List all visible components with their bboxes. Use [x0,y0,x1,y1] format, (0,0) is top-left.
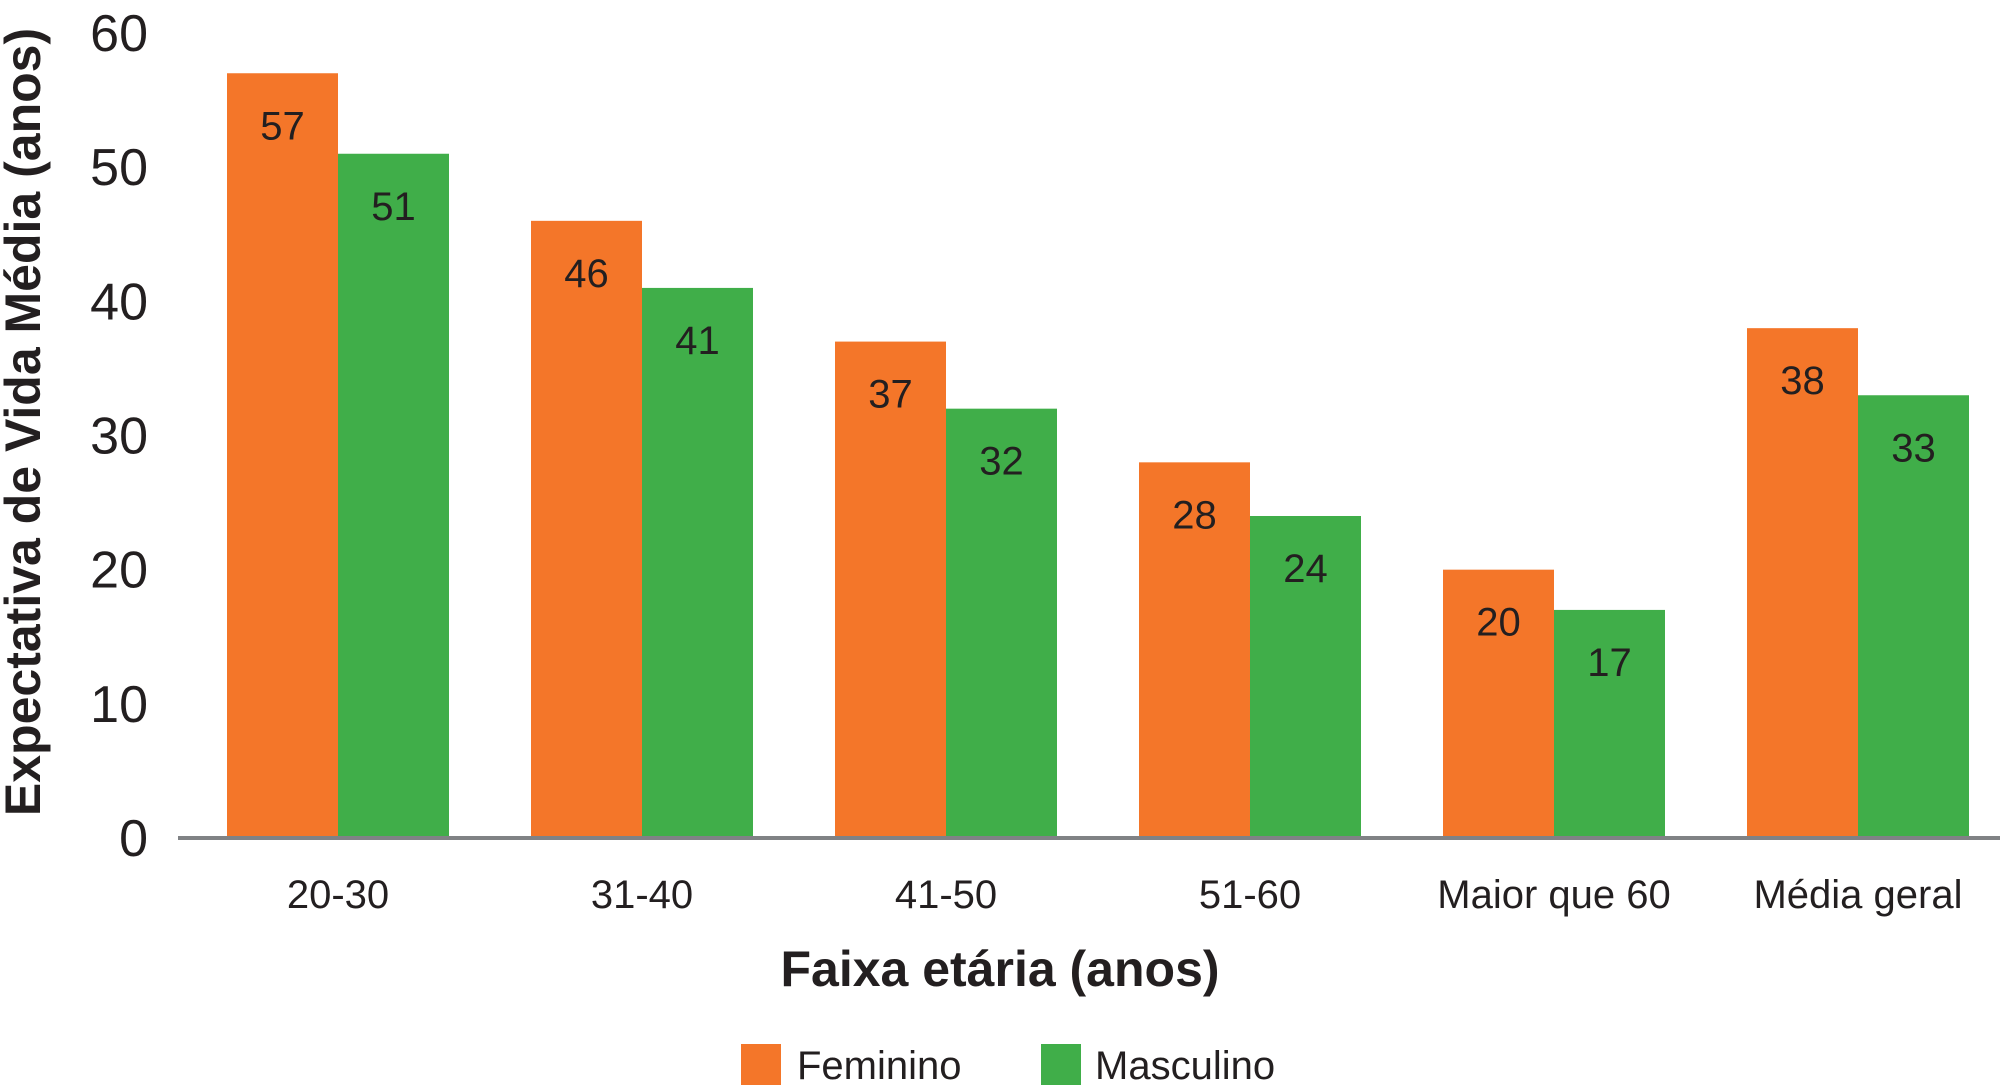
x-category-label-4: 51-60 [1199,873,1301,917]
x-axis-title: Faixa etária (anos) [780,941,1219,997]
x-category-label-5: Maior que 60 [1437,873,1670,917]
bar-masculino-2 [642,287,753,839]
y-tick-labels: 0 10 20 30 40 50 60 [90,5,148,868]
x-category-label-6: Média geral [1753,873,1962,917]
value-label-feminino-6: 38 [1780,359,1825,403]
value-label-feminino-1: 57 [260,104,305,148]
bar-feminino-5 [1443,569,1554,838]
y-tick-label-60: 60 [90,5,148,63]
bar-masculino-1 [338,153,449,838]
bar-feminino-1 [227,73,338,838]
bar-feminino-6 [1747,328,1858,838]
y-tick-label-50: 50 [90,139,148,197]
value-label-masculino-6: 33 [1891,426,1936,470]
x-category-label-1: 20-30 [287,873,389,917]
bar-masculino-5 [1554,609,1665,838]
bar-feminino-3 [835,341,946,838]
y-tick-label-10: 10 [90,676,148,734]
bar-masculino-3 [946,408,1057,838]
value-label-feminino-4: 28 [1172,493,1217,537]
legend-swatch-masculino [1041,1044,1081,1085]
value-label-masculino-5: 17 [1587,641,1632,685]
x-category-label-3: 41-50 [895,873,997,917]
y-tick-label-20: 20 [90,542,148,600]
bar-masculino-4 [1250,516,1361,838]
legend-label-masculino: Masculino [1095,1044,1275,1085]
y-axis-title: Expectativa de Vida Média (anos) [0,28,51,816]
value-label-feminino-5: 20 [1476,601,1521,645]
value-label-masculino-2: 41 [675,319,720,363]
y-tick-label-0: 0 [119,810,148,868]
y-tick-label-30: 30 [90,408,148,466]
value-label-feminino-3: 37 [868,373,913,417]
value-label-masculino-4: 24 [1283,547,1328,591]
bar-masculino-6 [1858,395,1969,838]
value-labels-group: 57 46 37 28 20 38 51 41 32 24 17 33 [260,104,1936,685]
value-label-masculino-3: 32 [979,440,1024,484]
bar-feminino-4 [1139,462,1250,838]
legend-label-feminino: Feminino [797,1044,962,1085]
bars-group [227,73,1969,839]
legend: Feminino Masculino [741,1044,1275,1085]
value-label-masculino-1: 51 [371,185,416,229]
value-label-feminino-2: 46 [564,252,609,296]
bar-feminino-2 [531,220,642,839]
x-category-label-2: 31-40 [591,873,693,917]
x-category-labels: 20-30 31-40 41-50 51-60 Maior que 60 Média ge… [287,873,1963,917]
legend-swatch-feminino [741,1044,781,1085]
y-tick-label-40: 40 [90,273,148,331]
